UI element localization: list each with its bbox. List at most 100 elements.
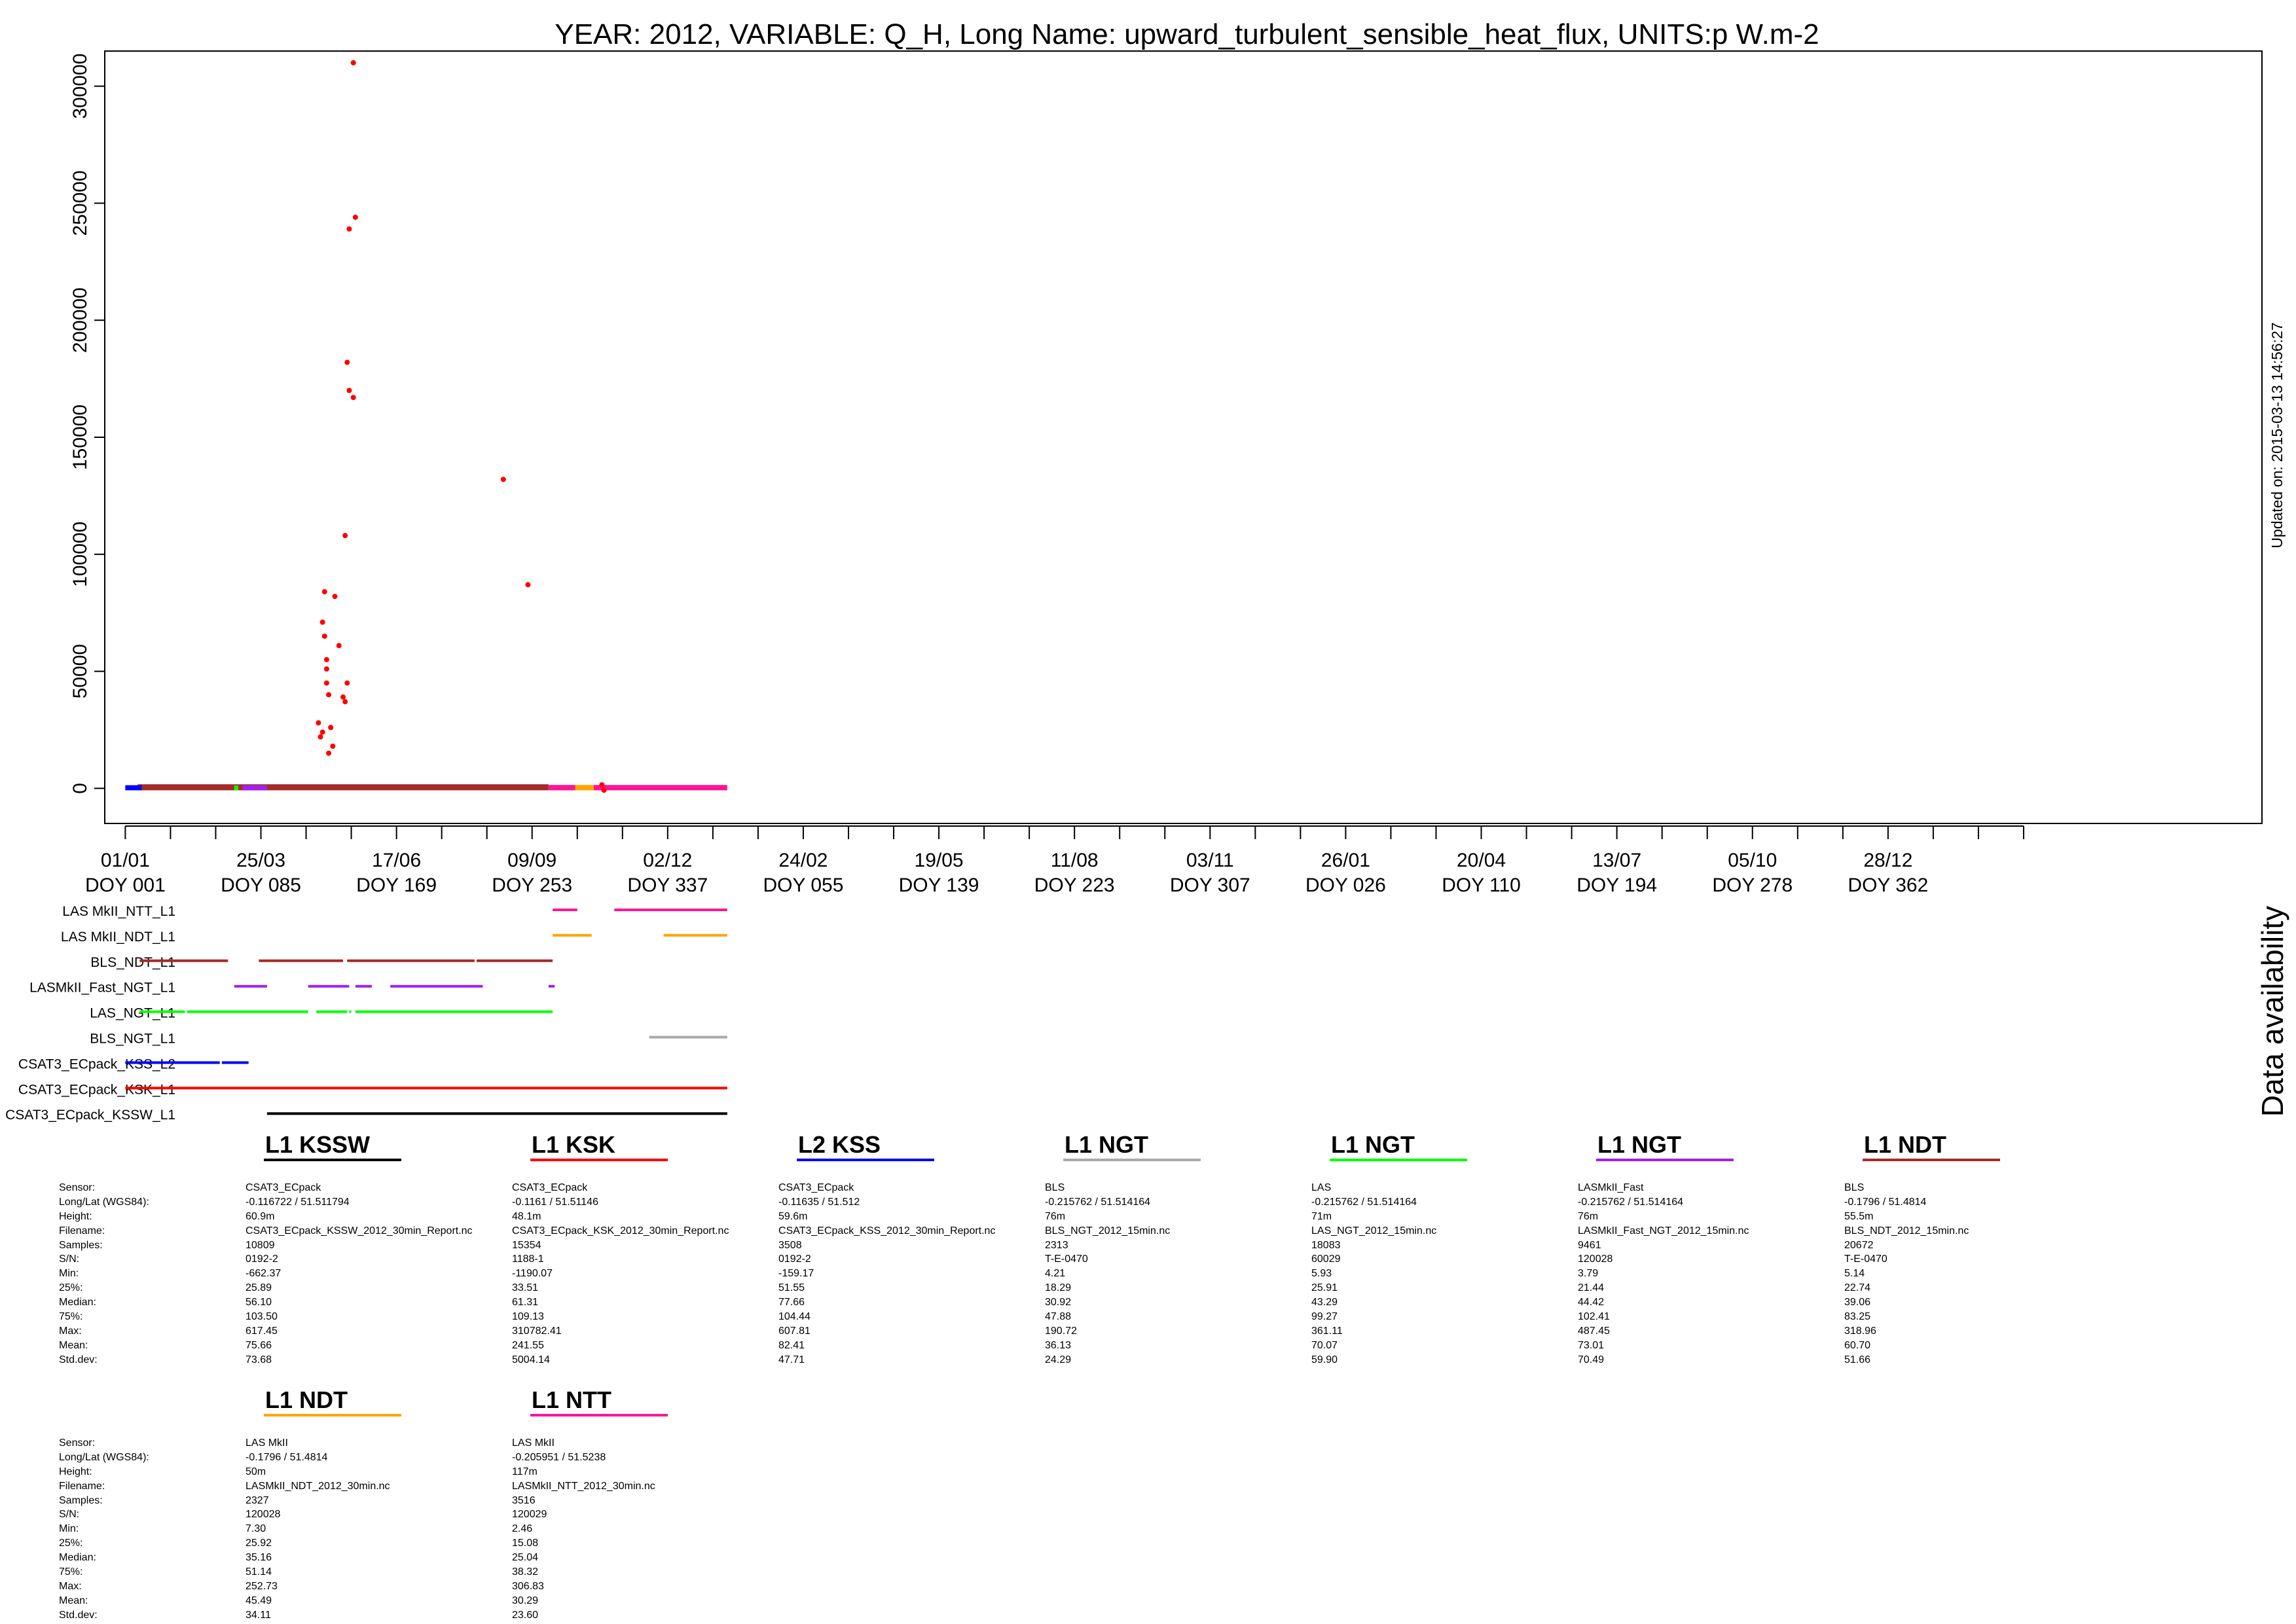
stats-value: 71m xyxy=(1311,1210,1332,1222)
stats-value: 607.81 xyxy=(778,1325,811,1337)
data-point xyxy=(344,359,350,365)
stats-row: 25.91 xyxy=(1311,1281,1573,1295)
stats-value: 51.66 xyxy=(1844,1354,1871,1365)
stats-value: 102.41 xyxy=(1578,1311,1610,1323)
stats-value: 76m xyxy=(1578,1210,1599,1222)
sensor-title: L1 NGT xyxy=(1597,1131,1682,1158)
x-tick-date: 11/08 xyxy=(1051,850,1099,871)
x-tick-date: 09/09 xyxy=(507,850,556,871)
stats-row: Mean: 45.49 xyxy=(59,1594,507,1608)
stats-row: T-E-0470 xyxy=(1844,1252,2106,1267)
data-point xyxy=(326,692,332,698)
stats-row: Height: 60.9m xyxy=(59,1210,507,1224)
stats-value: 55.5m xyxy=(1844,1210,1874,1222)
x-tick-doy: DOY 253 xyxy=(492,875,572,896)
y-tick-label: 150000 xyxy=(69,405,91,470)
x-tick-doy: DOY 337 xyxy=(627,875,708,896)
x-tick-date: 13/07 xyxy=(1592,850,1641,871)
data-point xyxy=(319,619,325,625)
stats-row: 82.41 xyxy=(778,1339,1040,1353)
stats-value: 38.32 xyxy=(512,1566,539,1578)
sensor-title: L1 NGT xyxy=(1331,1131,1415,1158)
stats-value: 104.44 xyxy=(778,1311,811,1323)
sensor-color-line xyxy=(1596,1159,1734,1161)
stats-row: 2313 xyxy=(1045,1238,1307,1253)
stats-row: 190.72 xyxy=(1045,1324,1307,1339)
stats-row: CSAT3_ECpack_KSS_2012_30min_Report.nc xyxy=(778,1224,1040,1238)
data-point xyxy=(328,725,334,731)
sensor-color-line xyxy=(530,1414,668,1416)
sensor-color-line xyxy=(264,1414,401,1416)
stats-row: 99.27 xyxy=(1311,1310,1573,1324)
data-point xyxy=(346,388,352,393)
stats-value: CSAT3_ECpack_KSK_2012_30min_Report.nc xyxy=(512,1225,729,1236)
stats-row: Max: 617.45 xyxy=(59,1324,507,1339)
stats-value: 82.41 xyxy=(778,1339,805,1351)
stats-label: Sensor: xyxy=(59,1437,96,1449)
stats-value: 3516 xyxy=(512,1494,536,1506)
stats-value: 48.1m xyxy=(512,1210,541,1222)
stats-row: 70.07 xyxy=(1311,1339,1573,1353)
stats-value: 44.42 xyxy=(1578,1297,1605,1308)
data-point xyxy=(321,589,327,594)
data-point xyxy=(601,787,607,793)
stats-label: Filename: xyxy=(59,1480,105,1492)
stats-value: 45.49 xyxy=(246,1595,272,1606)
stats-value: 47.71 xyxy=(778,1354,805,1365)
stats-row: 3.79 xyxy=(1578,1267,1840,1281)
stats-value: 4.21 xyxy=(1045,1268,1066,1280)
stats-value: 56.10 xyxy=(246,1297,272,1308)
stats-value: -1190.07 xyxy=(512,1268,553,1280)
data-point xyxy=(352,214,358,220)
stats-value: 39.06 xyxy=(1844,1297,1871,1308)
stats-value: 60029 xyxy=(1311,1254,1341,1265)
sensor-spacer xyxy=(778,1160,1040,1181)
stats-row: Filename: LASMkII_NDT_2012_30min.nc xyxy=(59,1479,507,1494)
x-tick-doy: DOY 001 xyxy=(85,875,166,896)
stats-value: -0.11635 / 51.512 xyxy=(778,1196,860,1208)
stats-value: 33.51 xyxy=(512,1282,539,1294)
stats-row: -159.17 xyxy=(778,1267,1040,1281)
stats-label: Mean: xyxy=(59,1339,88,1351)
stats-row: 109.13 xyxy=(512,1310,774,1324)
stats-row: 18.29 xyxy=(1045,1281,1307,1295)
stats-value: 5.93 xyxy=(1311,1268,1332,1280)
stats-row: Mean: 75.66 xyxy=(59,1339,507,1353)
stats-row: 55.5m xyxy=(1844,1210,2106,1224)
stats-row: 9461 xyxy=(1578,1238,1840,1253)
stats-row: 102.41 xyxy=(1578,1310,1840,1324)
stats-row: 0192-2 xyxy=(778,1252,1040,1267)
stats-row: 2.46 xyxy=(512,1522,774,1536)
stats-value: 25.91 xyxy=(1311,1282,1338,1294)
stats-value: 9461 xyxy=(1578,1239,1601,1251)
stats-value: 99.27 xyxy=(1311,1311,1338,1323)
stats-label: Max: xyxy=(59,1325,82,1337)
data-point xyxy=(340,694,346,700)
x-tick-doy: DOY 278 xyxy=(1712,875,1793,896)
sensor-spacer xyxy=(1578,1160,1840,1181)
stats-value: 310782.41 xyxy=(512,1325,562,1337)
stats-row: 318.96 xyxy=(1844,1324,2106,1339)
data-point xyxy=(346,226,352,232)
y-tick-label: 0 xyxy=(69,783,91,794)
stats-value: 59.90 xyxy=(1311,1354,1338,1365)
stats-label: Min: xyxy=(59,1523,79,1535)
availability-label: CSAT3_ECpack_KSK_L1 xyxy=(18,1082,175,1097)
stats-value: 318.96 xyxy=(1844,1325,1876,1337)
stats-value: LASMkII_Fast_NGT_2012_15min.nc xyxy=(1578,1225,1749,1236)
stats-row: Median: 56.10 xyxy=(59,1295,507,1310)
stats-row: 241.55 xyxy=(512,1339,774,1353)
stats-row: 4.21 xyxy=(1045,1267,1307,1281)
stats-value: 34.11 xyxy=(246,1609,271,1621)
stats-row: 39.06 xyxy=(1844,1295,2106,1310)
sensor-spacer xyxy=(512,1160,774,1181)
stats-value: -0.1796 / 51.4814 xyxy=(1844,1196,1927,1208)
stats-row: T-E-0470 xyxy=(1045,1252,1307,1267)
stats-value: BLS_NGT_2012_15min.nc xyxy=(1045,1225,1171,1236)
stats-value: 2313 xyxy=(1045,1239,1068,1251)
stats-value: LAS xyxy=(1311,1182,1332,1193)
sensor-color-line xyxy=(1863,1159,2000,1161)
stats-row: 77.66 xyxy=(778,1295,1040,1310)
x-tick-date: 28/12 xyxy=(1863,850,1912,871)
x-tick-date: 01/01 xyxy=(101,850,150,871)
